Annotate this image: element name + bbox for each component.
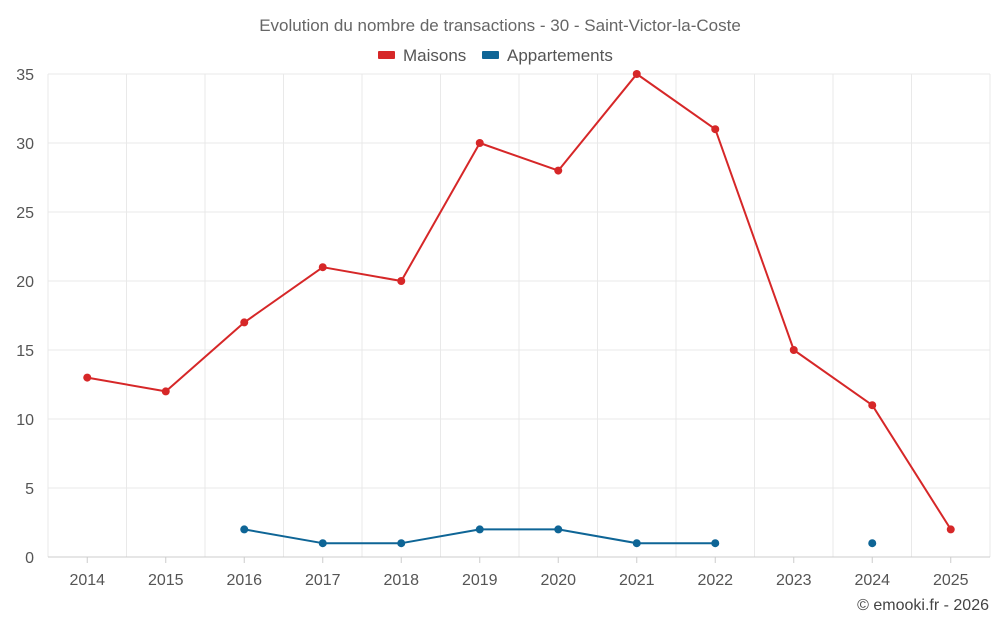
x-tick-label-2018: 2018 [383,572,419,589]
point-maisons-2019[interactable] [475,139,484,147]
legend-swatch-appartements [482,51,499,59]
point-appartements-2022[interactable] [711,539,720,548]
point-maisons-2016[interactable] [240,318,249,327]
x-tick-label-2017: 2017 [305,572,341,589]
series-line-maisons-0 [87,73,952,530]
y-tick-label-35: 35 [16,67,34,84]
x-tick-label-2025: 2025 [933,572,969,589]
point-maisons-2024[interactable] [868,401,877,410]
x-tick-label-2022: 2022 [697,572,733,589]
point-maisons-2023[interactable] [789,346,798,354]
point-appartements-2016[interactable] [240,525,249,534]
x-tick-label-2023: 2023 [776,572,812,589]
point-maisons-2021[interactable] [632,70,641,78]
grid [47,73,991,557]
x-tick-label-2019: 2019 [462,572,498,589]
x-tick-label-2020: 2020 [540,572,576,589]
point-maisons-2018[interactable] [397,277,406,285]
point-maisons-2025[interactable] [946,525,955,534]
point-appartements-2020[interactable] [554,525,563,534]
legend-label-maisons: Maisons [403,46,466,65]
x-tick-label-2021: 2021 [619,572,655,589]
credit-text: © emooki.fr - 2026 [857,597,989,614]
point-appartements-2024[interactable] [868,539,877,548]
series-maisons [83,70,955,534]
point-maisons-2014[interactable] [83,373,92,382]
legend[interactable]: Maisons Appartements [378,46,613,65]
series-appartements [240,525,877,548]
point-appartements-2017[interactable] [318,539,327,548]
y-tick-label-5: 5 [25,481,34,498]
point-maisons-2022[interactable] [711,125,720,134]
y-tick-label-15: 15 [16,343,34,360]
x-tick-label-2014: 2014 [69,572,105,589]
legend-swatch-maisons [378,51,395,59]
legend-item-appartements[interactable]: Appartements [482,46,613,65]
y-axis: 0 5 10 15 20 25 30 35 [16,67,34,567]
point-appartements-2019[interactable] [475,525,484,534]
x-tick-label-2015: 2015 [148,572,184,589]
y-tick-label-10: 10 [16,412,34,429]
y-tick-label-0: 0 [25,550,34,567]
legend-label-appartements: Appartements [507,46,613,65]
y-tick-label-20: 20 [16,274,34,291]
y-tick-label-30: 30 [16,136,34,153]
chart-title: Evolution du nombre de transactions - 30… [259,16,741,35]
point-appartements-2018[interactable] [397,539,406,548]
series-area [83,70,955,548]
legend-item-maisons[interactable]: Maisons [378,46,466,65]
point-maisons-2020[interactable] [554,166,563,175]
point-appartements-2021[interactable] [632,539,641,548]
x-tick-label-2016: 2016 [226,572,262,589]
point-maisons-2017[interactable] [318,263,327,272]
y-tick-label-25: 25 [16,205,34,222]
x-tick-label-2024: 2024 [854,572,890,589]
point-maisons-2015[interactable] [161,387,170,396]
x-axis: 2014 2015 2016 2017 2018 2019 2020 2021 2022 2023… [48,556,990,589]
